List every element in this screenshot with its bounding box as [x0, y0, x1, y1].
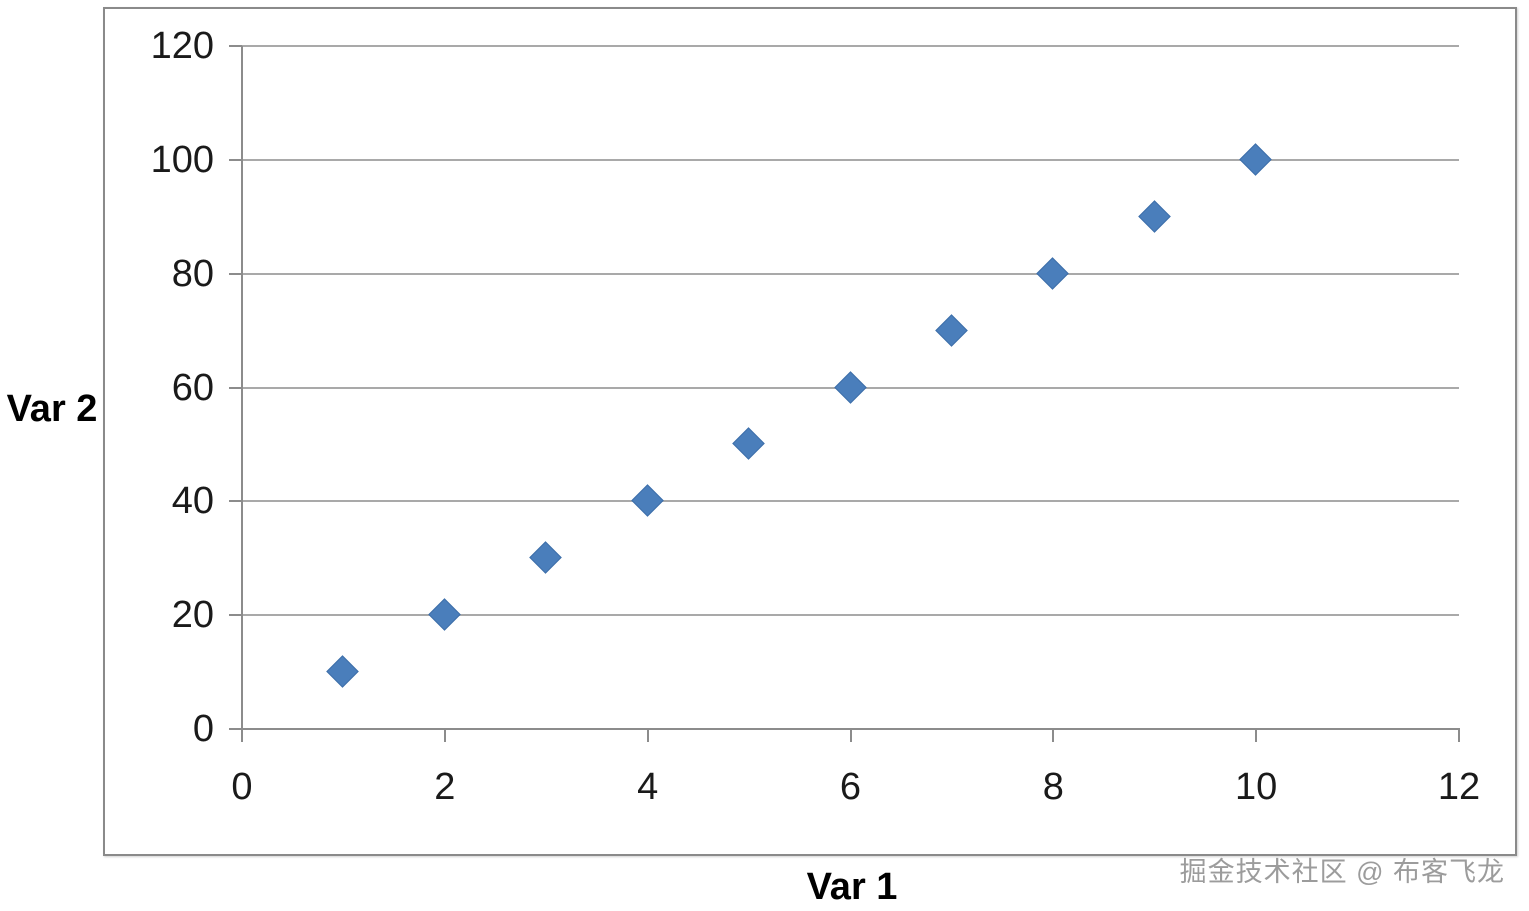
y-axis-line: [241, 46, 243, 731]
x-axis-tick: [241, 729, 243, 742]
x-axis-line: [241, 728, 1460, 730]
y-gridline: [242, 500, 1459, 503]
x-tick-label: 4: [637, 766, 659, 808]
x-axis-title: Var 1: [806, 866, 898, 908]
y-axis-tick: [229, 500, 242, 503]
y-tick-label: 0: [192, 708, 214, 750]
x-tick-label: 6: [839, 766, 862, 808]
x-axis-tick: [646, 729, 649, 742]
x-tick-label: 0: [231, 766, 253, 808]
y-gridline: [242, 272, 1459, 275]
x-tick-label: 12: [1437, 766, 1481, 808]
watermark-text: 掘金技术社区 @ 布客飞龙: [1179, 857, 1505, 887]
y-axis-tick: [229, 272, 242, 275]
x-axis-tick: [849, 729, 852, 742]
x-tick-label: 8: [1042, 766, 1064, 808]
y-tick-label: 100: [150, 138, 214, 181]
x-axis-tick: [443, 729, 446, 742]
y-tick-label: 120: [150, 25, 214, 67]
y-gridline: [242, 614, 1459, 617]
y-tick-label: 60: [171, 366, 214, 409]
chart-frame: [103, 7, 1517, 856]
y-axis-tick: [229, 158, 242, 161]
y-tick-label: 40: [171, 480, 214, 523]
y-tick-label: 80: [171, 252, 214, 295]
x-axis-tick: [1052, 729, 1055, 742]
x-tick-label: 2: [434, 766, 456, 808]
y-axis-tick: [229, 728, 242, 730]
y-tick-label: 20: [171, 594, 214, 637]
x-tick-label: 10: [1235, 766, 1278, 808]
y-gridline: [242, 45, 1459, 47]
y-axis-tick: [229, 45, 242, 47]
y-gridline: [242, 158, 1459, 161]
y-axis-title: Var 2: [6, 388, 98, 430]
y-axis-tick: [229, 386, 242, 389]
y-axis-tick: [229, 614, 242, 617]
x-axis-tick: [1458, 729, 1460, 742]
x-axis-tick: [1255, 729, 1258, 742]
